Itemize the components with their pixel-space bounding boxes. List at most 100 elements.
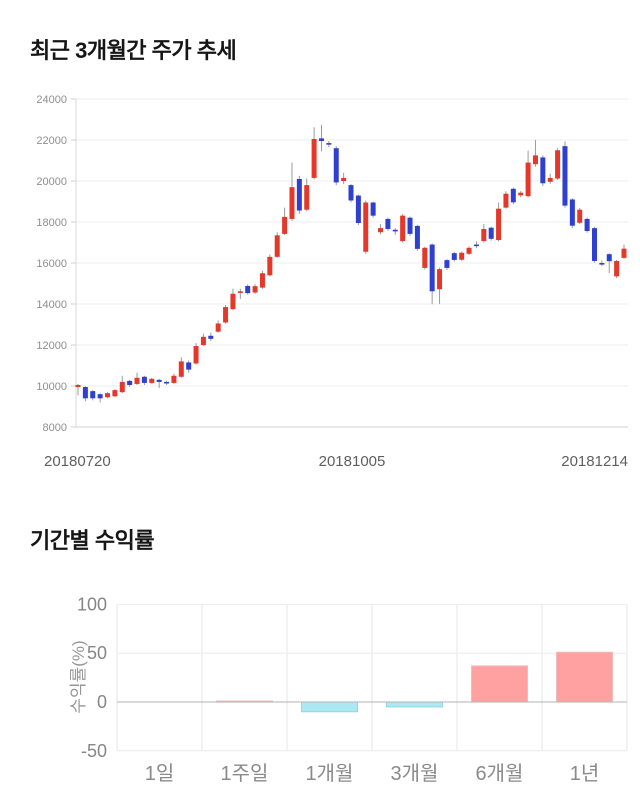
- candle-down: [90, 391, 96, 399]
- candle-up: [252, 286, 258, 293]
- candle-down: [473, 244, 479, 247]
- candle-up: [215, 323, 221, 332]
- candle-down: [444, 260, 450, 268]
- candle-up: [614, 260, 620, 277]
- candle-up: [112, 390, 118, 397]
- candle-down: [97, 394, 103, 399]
- candle-down: [355, 195, 361, 224]
- candle-up: [400, 215, 406, 242]
- returns-x-label: 3개월: [391, 762, 439, 785]
- candle-up: [178, 361, 184, 377]
- candle-up: [75, 384, 81, 388]
- candle-up: [525, 162, 531, 197]
- candle-up: [422, 247, 428, 268]
- candle-down: [510, 188, 516, 203]
- candle-down: [392, 229, 398, 232]
- candle-down: [141, 376, 147, 383]
- candle-down: [348, 185, 354, 201]
- candle-up: [481, 228, 487, 242]
- candle-up: [134, 377, 140, 384]
- candle-up: [259, 273, 265, 288]
- candle-up: [555, 150, 561, 179]
- price-y-tick-label: 8000: [43, 422, 67, 434]
- candle-up: [149, 378, 155, 383]
- candle-up: [267, 256, 273, 276]
- candle-up: [518, 192, 524, 196]
- candle-up: [289, 187, 295, 219]
- returns-x-label: 1일: [145, 762, 175, 785]
- candle-up: [282, 216, 288, 234]
- candle-up: [119, 381, 125, 393]
- candle-up: [105, 393, 111, 398]
- price-y-tick-label: 20000: [36, 176, 67, 188]
- price-grid: [71, 98, 628, 428]
- candle-up: [193, 346, 199, 364]
- returns-x-label: 6개월: [476, 762, 524, 785]
- candle-up: [304, 185, 310, 210]
- candle-up: [171, 375, 177, 383]
- price-y-tick-label: 18000: [36, 217, 67, 229]
- return-bar-negative: [386, 701, 443, 708]
- return-bar-positive: [556, 651, 613, 703]
- candle-down: [451, 253, 457, 260]
- candle-down: [429, 244, 435, 292]
- candle-down: [569, 199, 575, 226]
- candle-down: [156, 379, 162, 382]
- candle-down: [326, 143, 332, 145]
- candle-up: [200, 336, 206, 345]
- price-y-tick-label: 12000: [36, 340, 67, 352]
- returns-title: 기간별 수익률: [30, 528, 155, 553]
- price-candlestick-chart: 8000 10000 12000 14000 16000 18000 20000 22000 2…: [36, 94, 628, 470]
- return-bar-positive: [471, 665, 528, 703]
- returns-x-label: 1년: [570, 762, 600, 785]
- returns-y-tick-label: 50: [87, 643, 107, 663]
- candle-up: [459, 252, 465, 260]
- returns-y-axis-label: 수익률(%): [69, 640, 88, 713]
- returns-y-tick-label: -50: [81, 741, 107, 761]
- candle-down: [127, 380, 133, 385]
- candle-down: [318, 138, 324, 142]
- candle-down: [245, 285, 251, 294]
- returns-bars: [216, 651, 613, 713]
- candle-up: [378, 228, 384, 233]
- candle-up: [341, 177, 347, 181]
- price-x-label-right: 20181214: [561, 453, 628, 470]
- returns-y-tick-label: 100: [77, 594, 107, 614]
- candle-down: [488, 227, 494, 239]
- candle-down: [591, 228, 597, 261]
- candle-down: [333, 148, 339, 183]
- price-y-tick-label: 16000: [36, 258, 67, 270]
- candle-up: [621, 248, 627, 258]
- price-y-tick-label: 14000: [36, 299, 67, 311]
- candle-down: [186, 362, 192, 370]
- price-trend-title: 최근 3개월간 주가 추세: [30, 38, 237, 63]
- candle-down: [296, 178, 302, 211]
- price-y-tick-label: 10000: [36, 381, 67, 393]
- returns-y-tick-label: 0: [97, 692, 107, 712]
- candle-up: [311, 138, 317, 178]
- candle-down: [385, 218, 391, 229]
- candle-up: [237, 291, 243, 293]
- returns-grid: [116, 603, 628, 752]
- candle-down: [584, 218, 590, 232]
- return-bar-negative: [301, 701, 358, 713]
- candle-down: [414, 225, 420, 249]
- candle-down: [562, 146, 568, 206]
- candle-up: [466, 247, 472, 254]
- candle-down: [599, 263, 605, 265]
- candle-up: [437, 269, 443, 290]
- candle-up: [223, 307, 229, 323]
- candle-up: [577, 209, 583, 223]
- returns-bar-chart: 100 50 0 -50 1일 1주일 1개월 3개월 6개월 1년 수익률(%): [69, 594, 628, 785]
- candle-up: [274, 235, 280, 257]
- price-x-label-left: 20180720: [44, 453, 111, 470]
- candle-up: [230, 293, 236, 310]
- price-y-tick-label: 24000: [36, 94, 67, 106]
- price-y-tick-label: 22000: [36, 135, 67, 147]
- price-x-label-mid: 20181005: [319, 453, 386, 470]
- candle-down: [370, 202, 376, 216]
- candle-down: [164, 381, 170, 384]
- candle-down: [540, 157, 546, 184]
- candle-up: [532, 155, 538, 165]
- candle-down: [82, 387, 88, 399]
